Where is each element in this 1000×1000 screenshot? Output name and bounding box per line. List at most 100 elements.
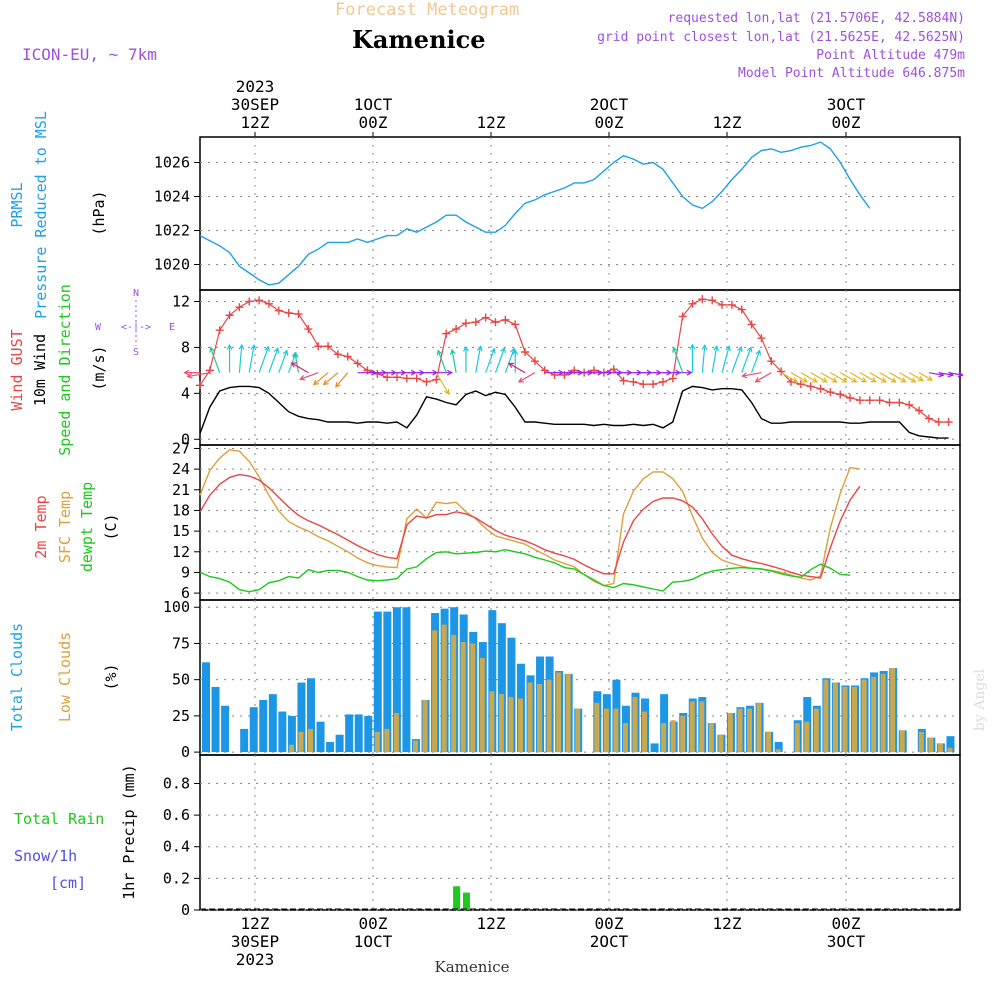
wind-arrow [721,346,730,373]
gust-marker [530,357,539,366]
temp-panel-labels: 2m Temp SFC Temp dewpt Temp (C) [32,482,120,572]
wind-arrow-head [701,344,708,351]
gust-marker [215,326,224,335]
low-cloud-bar [890,668,896,753]
total-cloud-label: Total Clouds [8,623,26,731]
total-cloud-bar [316,721,325,753]
wind-arrow [268,348,279,373]
wind-arrow-head [746,346,753,353]
pressure-panel-labels: PRMSL Pressure Reduced to MSL (hPa) [8,111,108,319]
bottom-time-label-4-0: 12Z [713,914,742,933]
total-cloud-bar [326,741,335,753]
wind-arrow [672,347,684,373]
wind-arrow [742,372,762,377]
wind-arrow [313,372,329,386]
total-cloud-bar [507,637,516,753]
wind-arrow [928,372,944,376]
snow-label: Snow/1h [14,847,77,865]
gust-marker [915,406,924,415]
wind-arrow [751,350,761,373]
gust-marker [511,320,520,329]
wind-arrow-head [754,377,761,383]
wind-arrow-head [446,369,453,376]
wind-arrow [701,345,706,373]
rain-label: Total Rain [14,810,104,828]
model-name: ICON-EU, ~ 7km [22,45,157,64]
ytick-label-0-3: 1026 [154,154,190,172]
wind-arrow [335,372,349,388]
wind-arrow [485,348,495,373]
top-time-label-0-2: 12Z [241,113,270,132]
total-cloud-bar [497,623,506,753]
gust-marker [264,299,273,308]
gust-marker [688,299,697,308]
ytick-label-3-1: 25 [172,707,190,725]
total-cloud-bar [306,678,315,753]
total-cloud-bar [650,743,659,753]
temp-units: (C) [102,513,120,540]
wind-arrow [899,372,916,383]
wind-arrow-head [917,375,924,382]
wind-arrow-head [689,343,696,350]
wind-arrow [475,346,482,373]
total-cloud-bar [392,607,401,753]
gust-marker [304,325,313,334]
precip-units: 1hr Precip (mm) [120,764,138,899]
total-cloud-bar [354,714,363,753]
wind-arrow-head [291,351,298,358]
low-cloud-bar [708,723,714,753]
dew-label: dewpt Temp [78,482,96,572]
wind-arrow [435,372,450,395]
bottom-time-label-1-1: 1OCT [354,932,393,951]
wind-arrow [451,349,457,373]
wind-arrow-head [890,377,897,383]
gust-marker [501,315,510,324]
wind-arrow [494,347,506,373]
prmsl-label: PRMSL [8,182,26,227]
compass-n: N [133,288,139,299]
gust-marker [816,384,825,393]
gust-marker [383,373,392,382]
gust-marker [905,400,914,409]
total-cloud-bar [383,611,392,753]
location-title: Kamenice [352,25,486,54]
total-cloud-bar [278,711,287,753]
gust-marker [274,306,283,315]
wind-arrow-head [860,377,867,383]
gust-marker [471,318,480,327]
wind-arrow-head [957,371,964,378]
gust-marker [333,350,342,359]
total-cloud-bar [297,682,306,753]
bottom-time-label-3-0: 00Z [595,914,624,933]
ytick-label-2-0: 6 [181,584,190,602]
ytick-label-4-2: 0.4 [163,838,190,856]
low-cloud-bar [412,740,418,753]
product-title: Forecast Meteogram [335,0,519,20]
wind-arrow-head [900,377,907,383]
wind-arrow-head [282,349,289,356]
wind-arrow-head [183,369,190,376]
gust-marker [284,308,293,317]
wind-arrow-head [686,369,693,376]
wind-arrow [938,372,953,376]
low-cloud-bar [699,701,705,753]
low-cloud-bar [670,720,676,753]
wind-arrow [437,350,447,373]
wind-arrow [790,372,808,383]
wind-arrow [800,372,818,383]
prmsl-desc-label: Pressure Reduced to MSL [32,111,50,319]
low-cloud-bar [747,708,753,753]
ytick-label-4-0: 0 [181,901,190,919]
wind-arrow [780,372,798,383]
low-cloud-bar [556,672,562,753]
top-time-label-0-1: 30SEP [231,95,279,114]
low-cloud-bar [928,737,934,753]
low-cloud-bar [622,723,628,753]
wind-dir-label: Speed and Direction [56,284,74,456]
wind-arrow [518,372,536,383]
ytick-label-0-1: 1022 [154,222,190,240]
wind-arrow-head [512,349,519,355]
gust-marker [678,312,687,321]
gust-marker [875,396,884,405]
